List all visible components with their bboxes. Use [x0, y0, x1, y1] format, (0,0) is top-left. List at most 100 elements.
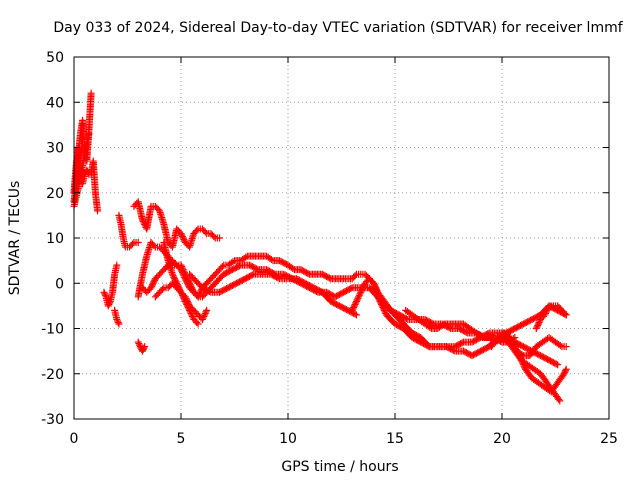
- data-point-fill: [191, 308, 201, 317]
- data-point-fill: [521, 343, 535, 354]
- data-point-fill: [174, 263, 184, 272]
- y-tick-label: 30: [46, 141, 64, 157]
- x-tick-label: 20: [493, 431, 511, 447]
- data-point-fill: [247, 262, 261, 273]
- data-point-fill: [166, 281, 175, 290]
- data-point-fill: [538, 352, 552, 363]
- data-point-fill: [208, 281, 218, 290]
- data-point-fill: [401, 321, 415, 336]
- data-point-fill: [84, 168, 92, 177]
- data-point: [177, 229, 185, 237]
- y-tick-label: -10: [41, 322, 64, 338]
- data-point: [87, 89, 95, 97]
- data-point-fill: [523, 367, 535, 381]
- data-marks: [70, 89, 570, 405]
- data-point-fill: [298, 266, 312, 277]
- data-point-fill: [500, 335, 511, 345]
- data-point-fill: [418, 339, 432, 350]
- data-point-fill: [341, 285, 355, 296]
- data-point-fill: [536, 380, 547, 390]
- data-point-fill: [538, 312, 547, 322]
- data-point-fill: [367, 276, 376, 286]
- series-track-11: [151, 279, 202, 328]
- y-tick-label: 40: [46, 95, 64, 111]
- data-point: [203, 306, 211, 314]
- data-point-fill: [148, 240, 158, 250]
- data-point-fill: [226, 258, 237, 268]
- y-tick-label: -30: [41, 412, 64, 428]
- data-point-fill: [379, 303, 390, 317]
- data-point-fill: [401, 326, 415, 340]
- data-point: [181, 293, 189, 301]
- data-point-fill: [416, 317, 427, 327]
- data-point-fill: [303, 280, 316, 291]
- data-point: [177, 266, 185, 274]
- data-point-fill: [509, 340, 522, 358]
- data-point-fill: [548, 380, 561, 394]
- data-point-fill: [208, 272, 218, 281]
- data-point-fill: [410, 312, 421, 322]
- data-point-fill: [362, 276, 372, 286]
- data-point: [85, 130, 93, 138]
- data-point-fill: [187, 272, 196, 281]
- data-point-fill: [555, 303, 564, 313]
- y-tick-label: -20: [41, 367, 64, 383]
- data-point: [134, 338, 142, 346]
- data-point-fill: [468, 326, 479, 336]
- data-point-fill: [243, 271, 256, 282]
- series-track-18: [532, 302, 570, 332]
- data-point-fill: [157, 267, 166, 277]
- y-tick-label: 20: [46, 186, 64, 202]
- data-point-fill: [92, 190, 101, 213]
- data-point-fill: [435, 321, 447, 331]
- data-point-fill: [166, 240, 175, 250]
- data-point-fill: [173, 281, 184, 295]
- data-point-fill: [487, 335, 498, 345]
- series-track-12: [160, 239, 211, 323]
- data-point-fill: [542, 303, 552, 317]
- data-point: [562, 365, 570, 373]
- data-point-fill: [529, 312, 543, 323]
- data-point-fill: [457, 325, 470, 336]
- data-point-fill: [547, 357, 560, 368]
- data-point-fill: [410, 330, 423, 341]
- data-point-fill: [187, 285, 196, 295]
- data-point-fill: [452, 339, 466, 350]
- data-point-fill: [148, 276, 159, 290]
- data-point-fill: [525, 362, 536, 372]
- data-point-fill: [200, 226, 209, 236]
- data-point-fill: [140, 285, 149, 295]
- data-point-fill: [153, 272, 162, 281]
- data-point-fill: [294, 275, 308, 286]
- data-point-fill: [139, 254, 150, 277]
- data-point-fill: [230, 262, 243, 273]
- series-track-8: [130, 198, 224, 251]
- data-point-fill: [495, 330, 507, 340]
- data-point: [556, 397, 564, 405]
- data-point-fill: [384, 312, 398, 327]
- y-tick-label: 0: [55, 276, 64, 292]
- data-point-fill: [410, 334, 423, 345]
- series-track-14: [348, 275, 570, 351]
- y-tick-label: 10: [46, 231, 64, 247]
- data-point-fill: [191, 290, 201, 299]
- data-point: [374, 293, 382, 301]
- data-point: [194, 320, 202, 328]
- data-point-fill: [357, 281, 368, 295]
- data-point-fill: [550, 389, 563, 403]
- data-point-fill: [328, 298, 342, 309]
- data-point-fill: [182, 276, 193, 290]
- data-point-fill: [533, 317, 544, 331]
- data-point-fill: [160, 240, 172, 263]
- data-point-fill: [170, 258, 179, 268]
- data-point: [168, 270, 176, 278]
- x-tick-label: 25: [600, 431, 618, 447]
- data-point-fill: [264, 253, 275, 263]
- y-axis-label: SDTVAR / TECUs: [7, 181, 23, 296]
- data-point-fill: [199, 308, 210, 322]
- x-axis-label: GPS time / hours: [281, 459, 398, 475]
- data-point-fill: [117, 222, 127, 240]
- data-point-fill: [131, 199, 141, 209]
- data-point-fill: [392, 312, 406, 327]
- series-track-5: [111, 306, 123, 328]
